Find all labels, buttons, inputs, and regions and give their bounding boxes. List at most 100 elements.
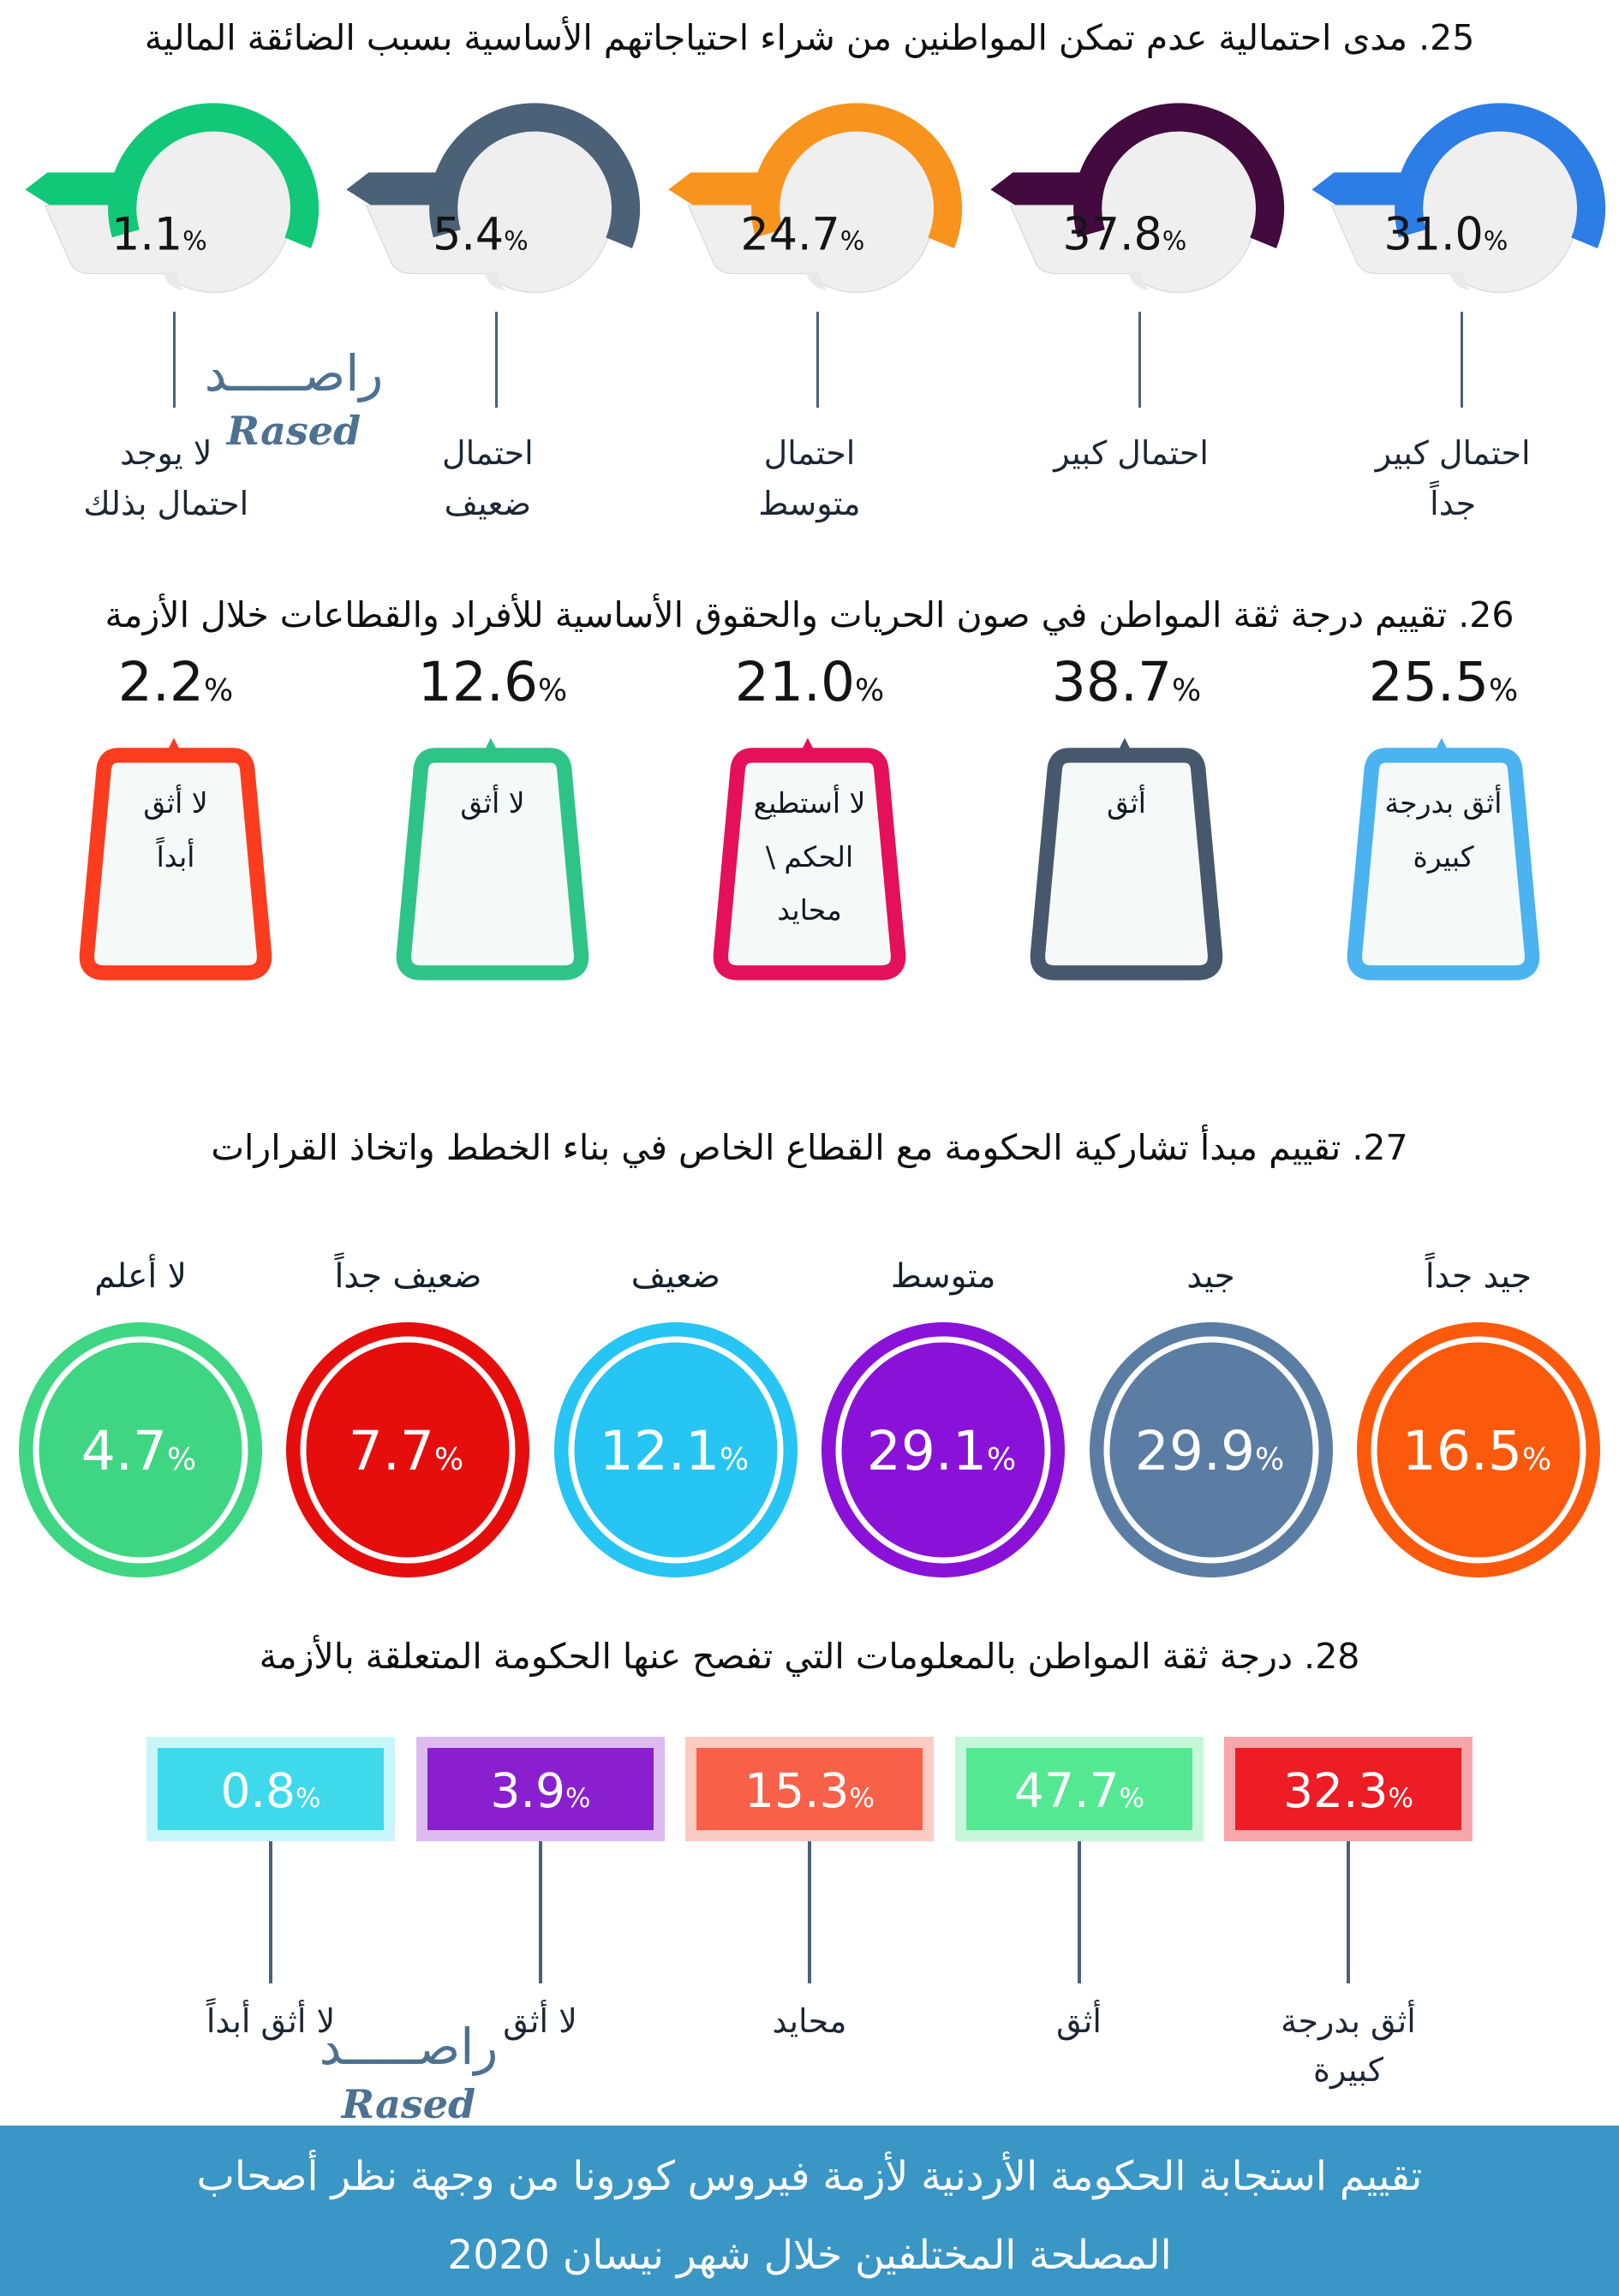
q25-title: 25. مدى احتمالية عدم تمكن المواطنين من ش…: [144, 17, 1475, 58]
q28-box-graphic: 15.3%: [685, 1737, 934, 1841]
q28-category-label: لا أثق: [503, 2002, 577, 2040]
q28-chart-row: 0.8% لا أثق أبداً 3.9% لا أثق: [137, 1737, 1482, 2095]
q26-item: 38.7% أثق: [968, 651, 1285, 999]
q28-item: 15.3% محايد: [676, 1737, 943, 2095]
q26-plaque-svg: [79, 737, 272, 981]
rased-logo: راصـــــد Rased: [319, 2018, 499, 2127]
q27-circle-graphic: 16.5%: [1356, 1322, 1600, 1577]
connector-line: [494, 312, 498, 408]
q25-category-label: لا يوجد احتمال بذلك: [83, 434, 249, 522]
q27-category-label: جيد جداً: [1425, 1257, 1532, 1296]
footer-line-1: تقييم استجابة الحكومة الأردنية لأزمة فير…: [196, 2153, 1423, 2200]
q25-ribbon-badge-graphic: 5.4%: [346, 103, 641, 294]
connector-line: [1347, 1841, 1350, 1983]
q26-item: 12.6% لا أثق: [334, 651, 651, 999]
q26-plaque-graphic: لا أثق أبداً: [66, 732, 285, 999]
q28-box-graphic: 32.3%: [1224, 1737, 1473, 1841]
q27-category-label: جيد: [1186, 1257, 1235, 1296]
q27-title: 27. تقييم مبدأ تشاركية الحكومة مع القطاع…: [211, 1127, 1408, 1168]
connector-line: [173, 312, 176, 408]
q26-title: 26. تقييم درجة ثقة المواطن في صون الحريا…: [105, 594, 1514, 635]
q25-value: 5.4%: [433, 210, 529, 261]
q26-plaque-graphic: لا أستطيع الحكم \ محايد: [700, 732, 919, 999]
q25-chart-row: 1.1% لا يوجد احتمال بذلك 5.4% احتم: [0, 101, 1619, 529]
q27-item: متوسط 29.1%: [810, 1257, 1077, 1579]
connector-line: [808, 1841, 811, 1983]
connector-line: [538, 1841, 542, 1983]
q27-value: 29.9%: [1134, 1420, 1284, 1482]
q27-circle-graphic: 4.7%: [19, 1322, 263, 1577]
q26-category-label: لا أثق: [460, 786, 525, 820]
q26-category-label: لا أثق أبداً: [143, 786, 208, 874]
q26-category-label: أثق: [1107, 786, 1146, 820]
q28-item: 32.3% أثق بدرجة كبيرة: [1215, 1737, 1482, 2095]
q28-value: 47.7%: [1014, 1763, 1144, 1818]
q25-value: 37.8%: [1062, 210, 1186, 261]
q27-category-label: ضعيف جداً: [334, 1257, 482, 1296]
q27-chart-row: لا أعلم 4.7% ضعيف جداً 7.7% ضعيف 12.1%: [0, 1257, 1619, 1579]
q25-value: 1.1%: [111, 210, 207, 261]
q27-category-label: ضعيف: [630, 1257, 720, 1296]
q26-chart-row: 2.2% لا أثق أبداً 12.6%: [0, 651, 1619, 999]
q28-value: 32.3%: [1283, 1763, 1413, 1818]
q25-item: 5.4% احتمال ضعيف: [327, 101, 649, 529]
q28-box-graphic: 0.8%: [146, 1737, 395, 1841]
q27-value: 29.1%: [867, 1420, 1017, 1482]
q28-box-graphic: 47.7%: [954, 1737, 1204, 1841]
rased-logo-latin: Rased: [341, 2081, 476, 2127]
q28-category-label: لا أثق أبداً: [206, 2002, 336, 2040]
rased-logo-latin: Rased: [226, 408, 361, 454]
q27-category-label: لا أعلم: [94, 1257, 187, 1296]
q27-circle-graphic: 29.1%: [821, 1322, 1066, 1577]
q25-item: 1.1% لا يوجد احتمال بذلك: [5, 101, 327, 529]
q28-category-label: أثق بدرجة كبيرة: [1281, 2002, 1416, 2089]
q28-item: 3.9% لا أثق: [407, 1737, 674, 2095]
q26-plaque-graphic: لا أثق: [383, 732, 602, 999]
q27-value: 7.7%: [349, 1420, 463, 1482]
q26-plaque-graphic: أثق: [1017, 732, 1236, 999]
q27-item: جيد جداً 16.5%: [1345, 1257, 1612, 1579]
q26-value: 25.5%: [1368, 651, 1519, 713]
q25-ribbon-badge-graphic: 1.1%: [25, 103, 319, 294]
q25-ribbon-badge-graphic: 31.0%: [1311, 103, 1606, 294]
connector-line: [1077, 1841, 1081, 1983]
q25-item: 37.8% احتمال كبير: [971, 101, 1293, 529]
q28-value: 0.8%: [221, 1763, 321, 1818]
q28-category-label: أثق: [1056, 2002, 1102, 2040]
q26-value: 12.6%: [417, 651, 568, 713]
q25-category-label: احتمال ضعيف: [442, 434, 534, 522]
q27-value: 16.5%: [1402, 1420, 1552, 1482]
q27-circle-graphic: 7.7%: [286, 1322, 530, 1577]
q27-circle-graphic: 29.9%: [1089, 1322, 1333, 1577]
q26-plaque-graphic: أثق بدرجة كبيرة: [1334, 732, 1553, 999]
q28-item: 0.8% لا أثق أبداً: [137, 1737, 404, 2095]
q27-item: جيد 29.9%: [1077, 1257, 1344, 1579]
rased-logo-arabic: راصـــــد: [204, 344, 384, 403]
q28-category-label: محايد: [772, 2002, 847, 2040]
q26-plaque-svg: [396, 737, 589, 981]
q26-category-label: أثق بدرجة كبيرة: [1384, 786, 1503, 874]
q27-category-label: متوسط: [890, 1257, 996, 1296]
footer-line-2: المصلحة المختلفين خلال شهر نيسان 2020: [447, 2231, 1172, 2279]
q28-title: 28. درجة ثقة المواطن بالمعلومات التي تفص…: [259, 1636, 1360, 1677]
connector-line: [269, 1841, 272, 1983]
q27-item: ضعيف 12.1%: [542, 1257, 810, 1579]
q25-category-label: احتمال متوسط: [758, 434, 861, 522]
q26-item: 2.2% لا أثق أبداً: [17, 651, 334, 999]
q25-ribbon-badge-graphic: 24.7%: [668, 103, 963, 294]
q26-item: 21.0% لا أستطيع الحكم \ محايد: [651, 651, 968, 999]
q26-plaque-svg: [1030, 737, 1223, 981]
q25-item: 24.7% احتمال متوسط: [648, 101, 971, 529]
q28-value: 15.3%: [744, 1763, 875, 1818]
q26-item: 25.5% أثق بدرجة كبيرة: [1285, 651, 1602, 999]
footer-banner: تقييم استجابة الحكومة الأردنية لأزمة فير…: [0, 2126, 1619, 2296]
q26-value: 21.0%: [734, 651, 885, 713]
rased-logo-arabic: راصـــــد: [319, 2018, 499, 2076]
q27-value: 4.7%: [81, 1420, 196, 1482]
q27-value: 12.1%: [600, 1420, 750, 1482]
connector-line: [1138, 312, 1142, 408]
q25-value: 31.0%: [1384, 210, 1508, 261]
q27-circle-graphic: 12.1%: [553, 1322, 798, 1577]
q25-category-label: احتمال كبير: [1054, 434, 1209, 472]
